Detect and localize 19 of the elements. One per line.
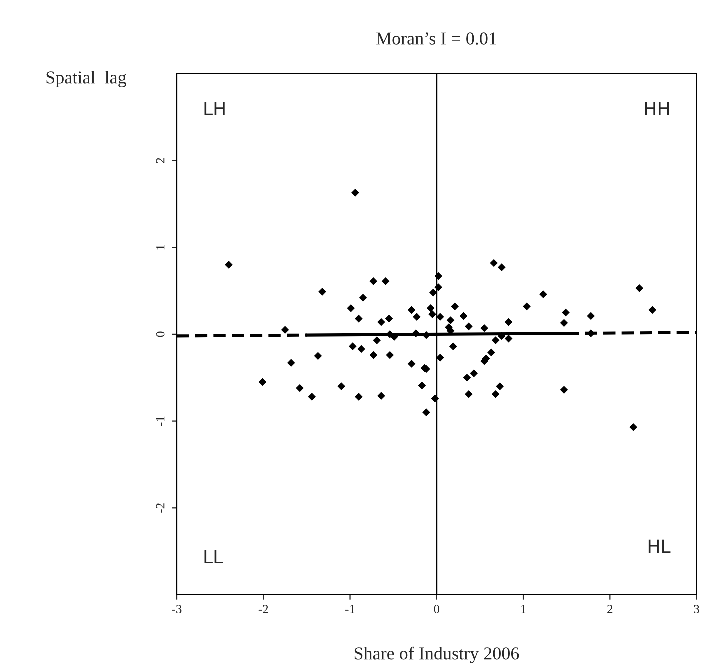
y-tick-label: -1	[156, 416, 165, 426]
x-tick-label: -2	[258, 605, 268, 614]
chart-title: Moran’s I = 0.01	[376, 32, 496, 45]
annotation: HL	[648, 540, 671, 554]
y-tick-label: -2	[156, 504, 165, 513]
x-tick-label: -3	[172, 605, 182, 614]
y-tick-label: 1	[156, 245, 165, 250]
x-tick-label: 2	[608, 605, 613, 614]
x-axis-title: Share of Industry 2006	[354, 646, 520, 664]
x-tick-label: 1	[522, 605, 526, 614]
annotation: LH	[204, 102, 225, 116]
annotation: HH	[645, 102, 670, 116]
y-tick-label: 0	[156, 332, 165, 338]
y-axis-title: Spatial lag	[46, 71, 126, 88]
x-tick-label: 3	[694, 605, 700, 614]
x-tick-label: -1	[346, 605, 355, 614]
annotation: LL	[204, 550, 224, 564]
x-tick-label: 0	[434, 605, 440, 614]
y-tick-label: 2	[156, 158, 165, 164]
